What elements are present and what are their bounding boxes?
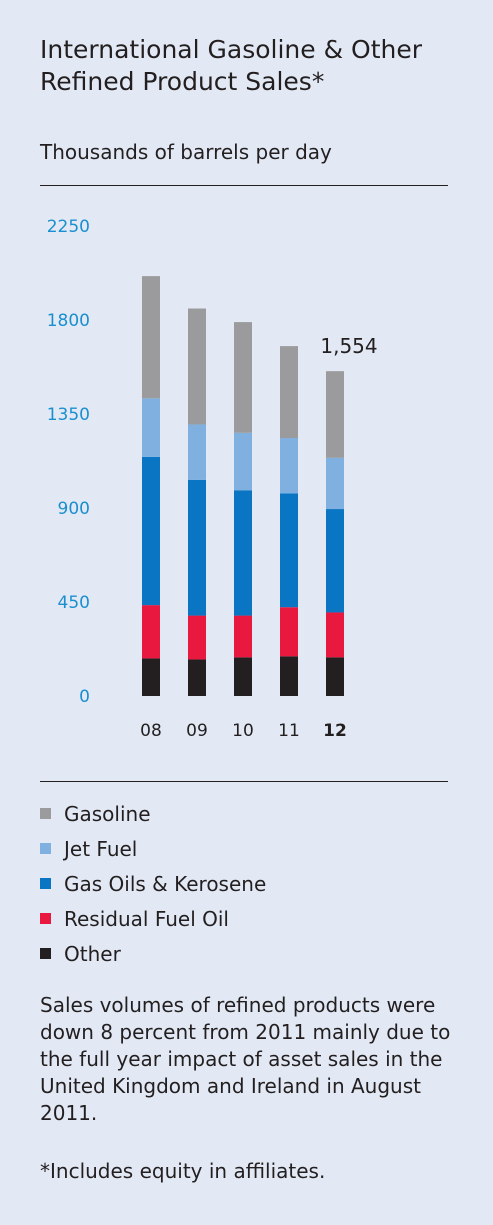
y-tick-label: 2250: [47, 217, 90, 237]
legend-swatch: [40, 843, 51, 854]
bar-segment-residual-fuel-oil-12: [326, 612, 344, 658]
x-tick-label: 10: [232, 721, 254, 741]
bar-segment-other-09: [188, 659, 206, 696]
bar-segment-residual-fuel-oil-08: [142, 605, 160, 659]
data-label-total: 1,554: [320, 334, 377, 358]
legend-item-jet-fuel: Jet Fuel: [40, 831, 266, 866]
bar-segment-other-12: [326, 657, 344, 696]
x-tick-label: 08: [140, 721, 162, 741]
bar-segment-other-11: [280, 656, 298, 696]
bar-segment-gasoline-10: [234, 322, 252, 433]
x-tick-label: 12: [323, 721, 347, 741]
explanatory-note: Sales volumes of refined products were d…: [40, 993, 451, 1125]
x-tick-label: 09: [186, 721, 208, 741]
legend-swatch: [40, 948, 51, 959]
bar-segment-jet-fuel-09: [188, 424, 206, 480]
bar-segment-residual-fuel-oil-09: [188, 615, 206, 660]
bar-segment-gas-oils-kerosene-09: [188, 479, 206, 616]
bar-segment-jet-fuel-11: [280, 438, 298, 494]
legend-item-gas-oils: Gas Oils & Kerosene: [40, 866, 266, 901]
bar-segment-gasoline-09: [188, 308, 206, 425]
chart-subtitle: Thousands of barrels per day: [40, 140, 332, 164]
y-tick-label: 1350: [47, 405, 90, 425]
chart-legend: Gasoline Jet Fuel Gas Oils & Kerosene Re…: [40, 796, 266, 971]
legend-item-other: Other: [40, 936, 266, 971]
bar-segment-jet-fuel-12: [326, 457, 344, 510]
bottom-divider: [40, 781, 448, 782]
bar-segment-residual-fuel-oil-11: [280, 607, 298, 657]
bar-segment-gasoline-08: [142, 276, 160, 399]
bar-segment-jet-fuel-10: [234, 432, 252, 491]
legend-item-residual-fuel-oil: Residual Fuel Oil: [40, 901, 266, 936]
chart-title: International Gasoline & Other Refined P…: [40, 35, 423, 96]
bar-segment-gas-oils-kerosene-10: [234, 490, 252, 616]
bar-segment-gas-oils-kerosene-12: [326, 509, 344, 613]
stacked-bar-chart: 0 450 900 1350 1800 2250 08 09 10 11 12 1,554: [47, 217, 378, 741]
footnote: *Includes equity in affiliates.: [40, 1159, 326, 1183]
legend-label: Gasoline: [64, 801, 151, 826]
bar-segment-gas-oils-kerosene-08: [142, 456, 160, 606]
bar-segment-gasoline-12: [326, 371, 344, 458]
x-tick-label: 11: [278, 721, 300, 741]
bar-segment-residual-fuel-oil-10: [234, 615, 252, 658]
y-tick-label: 900: [58, 499, 90, 519]
top-divider: [40, 185, 448, 186]
legend-label: Other: [64, 941, 121, 966]
y-tick-label: 1800: [47, 311, 90, 331]
legend-swatch: [40, 808, 51, 819]
bar-segment-jet-fuel-08: [142, 398, 160, 457]
bar-segment-gasoline-11: [280, 346, 298, 439]
legend-label: Gas Oils & Kerosene: [64, 871, 267, 896]
legend-swatch: [40, 913, 51, 924]
legend-item-gasoline: Gasoline: [40, 796, 266, 831]
y-tick-label: 0: [79, 687, 90, 707]
bar-segment-gas-oils-kerosene-11: [280, 493, 298, 608]
legend-label: Jet Fuel: [64, 836, 138, 861]
bar-segment-other-10: [234, 657, 252, 696]
legend-swatch: [40, 878, 51, 889]
bar-segment-other-08: [142, 658, 160, 696]
y-tick-label: 450: [58, 593, 90, 613]
legend-label: Residual Fuel Oil: [64, 906, 229, 931]
